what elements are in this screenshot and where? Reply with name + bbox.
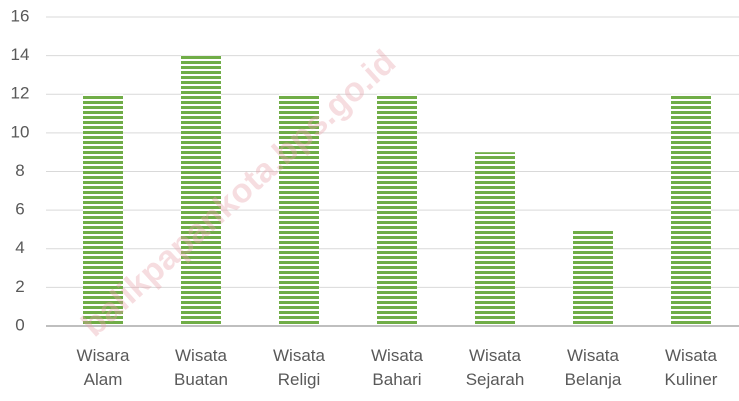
x-tick-label: Wisata Buatan xyxy=(174,346,228,389)
x-tick-label: Wisata Sejarah xyxy=(466,346,525,389)
x-tick-label: Wisata Kuliner xyxy=(665,346,718,389)
bar xyxy=(83,94,123,326)
y-tick-label: 6 xyxy=(15,200,24,219)
y-tick-label: 16 xyxy=(11,6,30,25)
watermark: balikpapankota.bps.go.id xyxy=(74,43,403,344)
y-tick-label: 14 xyxy=(11,45,30,64)
bar xyxy=(181,55,221,326)
y-tick-label: 12 xyxy=(11,84,30,103)
y-tick-label: 2 xyxy=(15,277,24,296)
bar xyxy=(279,94,319,326)
x-tick-label-line: Buatan xyxy=(174,370,228,389)
x-tick-label-line: Wisata xyxy=(371,346,424,365)
x-tick-label: Wisata Religi xyxy=(273,346,326,389)
x-tick-label-line: Wisata xyxy=(273,346,326,365)
y-tick-label: 0 xyxy=(15,315,24,334)
y-tick-label: 10 xyxy=(11,122,30,141)
x-tick-label-line: Kuliner xyxy=(665,370,718,389)
bar xyxy=(671,94,711,326)
bar xyxy=(377,94,417,326)
x-tick-label-line: Religi xyxy=(278,370,321,389)
x-tick-label-line: Wisata xyxy=(665,346,718,365)
x-tick-label-line: Wisata xyxy=(567,346,620,365)
x-tick-label-line: Wisata xyxy=(175,346,228,365)
x-tick-label: Wisata Belanja xyxy=(565,346,622,389)
x-tick-label-line: Wisata xyxy=(469,346,522,365)
x-tick-label-line: Belanja xyxy=(565,370,622,389)
x-tick-label-line: Bahari xyxy=(372,370,421,389)
bar xyxy=(573,229,613,326)
x-tick-label-line: Sejarah xyxy=(466,370,525,389)
y-tick-label: 4 xyxy=(15,238,24,257)
x-tick-label: Wisara Alam xyxy=(77,346,130,389)
x-tick-label-line: Wisara xyxy=(77,346,130,365)
bar xyxy=(475,152,515,326)
y-tick-label: 8 xyxy=(15,161,24,180)
x-tick-label-line: Alam xyxy=(84,370,123,389)
x-tick-label: Wisata Bahari xyxy=(371,346,424,389)
